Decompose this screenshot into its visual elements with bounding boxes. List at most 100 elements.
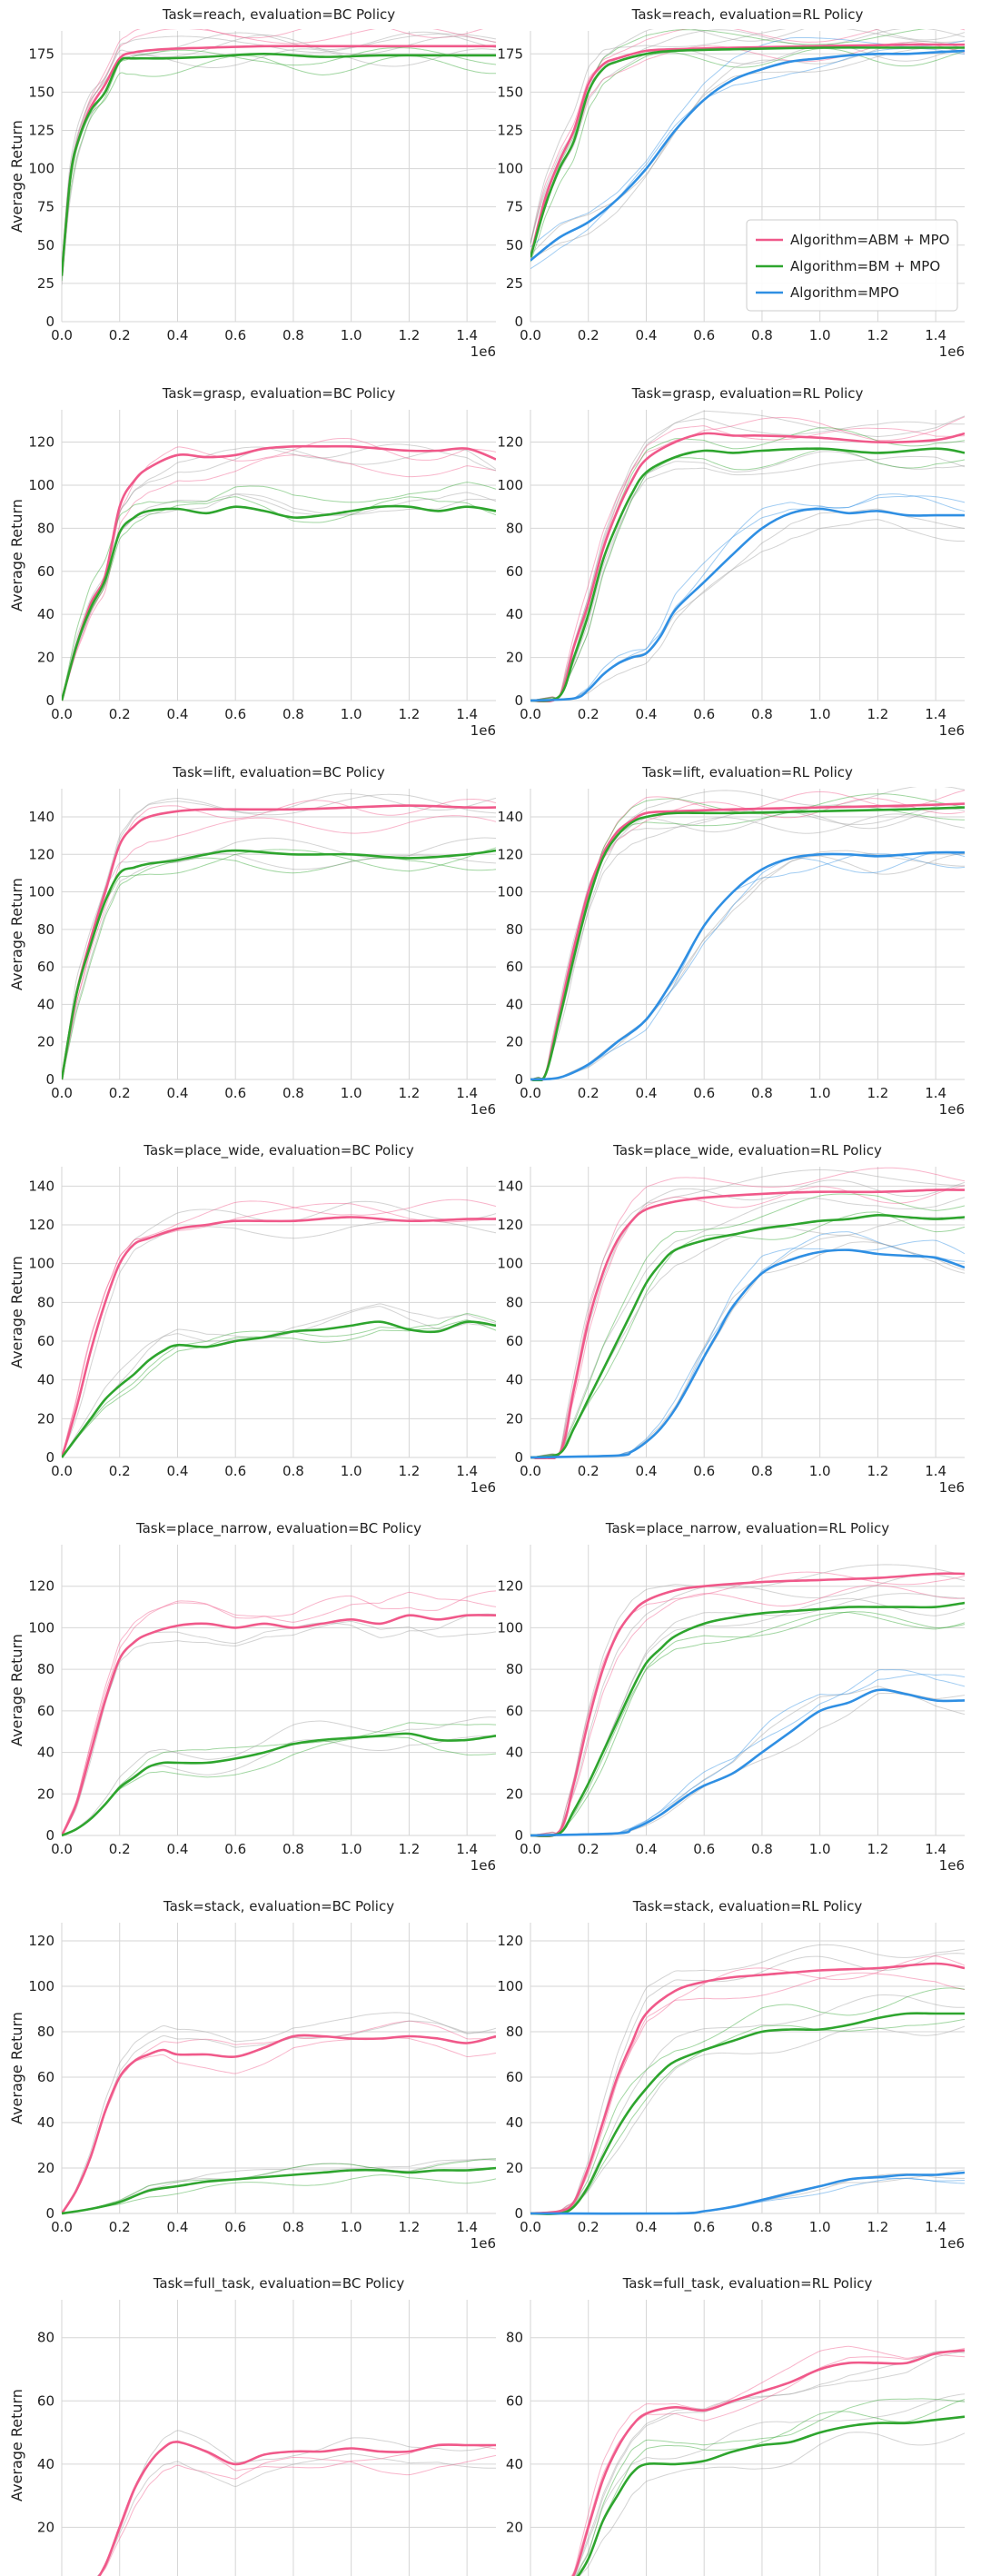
y-tick-label: 120 [28, 434, 54, 451]
series-line-abm-mpo [62, 1614, 496, 1836]
seed-trace-abm-mpo [97, 2454, 496, 2576]
x-tick-label: 1.0 [809, 1085, 831, 1101]
seed-trace-abm-mpo [62, 443, 496, 701]
seed-trace-bm-mpo [62, 1716, 496, 1836]
x-tick-label: 0.2 [578, 1463, 600, 1479]
y-tick-label: 150 [497, 84, 523, 100]
panel-1: 0.0 0.2 0.4 0.6 0.8 1.0 1.2 1.4 0 25 50 75 100 125 150… [8, 6, 496, 360]
x-tick-label: 0.4 [167, 706, 189, 722]
y-tick-label: 40 [37, 1745, 54, 1761]
plot-area [62, 1167, 496, 1457]
y-tick-label: 60 [37, 959, 54, 975]
x-tick-label: 0.8 [282, 706, 304, 722]
seed-trace-abm-mpo [530, 1585, 965, 1836]
x-offset-label: 1e6 [471, 1101, 496, 1118]
y-tick-label: 140 [28, 1178, 54, 1194]
y-tick-label: 60 [37, 2392, 54, 2409]
seed-trace-abm-mpo [530, 416, 965, 701]
series-line-abm-mpo [530, 1572, 965, 1837]
x-tick-label: 0.2 [109, 1085, 131, 1101]
x-offset-label: 1e6 [939, 722, 965, 739]
panel-10: 0.0 0.2 0.4 0.6 0.8 1.0 1.2 1.4 0 20 40 60 80 100 120 1… [497, 1520, 965, 1874]
panel-11: 0.0 0.2 0.4 0.6 0.8 1.0 1.2 1.4 0 20 40 60 80 100 120 1… [8, 1898, 496, 2252]
y-tick-label: 0 [45, 1071, 54, 1088]
seed-trace-abm-mpo [530, 1944, 965, 2214]
x-tick-label: 1.2 [867, 2219, 888, 2235]
x-tick-label: 1.2 [867, 1841, 888, 1857]
y-tick-label: 0 [514, 2205, 523, 2222]
x-tick-label: 0.2 [578, 2219, 600, 2235]
series-layer [570, 2345, 965, 2576]
y-tick-label: 100 [28, 1619, 54, 1636]
x-tick-label: 0.4 [636, 2219, 658, 2235]
plot-area [62, 789, 496, 1079]
x-tick-label: 0.8 [282, 2219, 304, 2235]
x-tick-label: 0.2 [578, 1085, 600, 1101]
x-tick-label: 1.0 [341, 1085, 362, 1101]
series-layer [530, 29, 965, 270]
panel-title: Task=full_task, evaluation=BC Policy [153, 2275, 405, 2293]
x-tick-label: 1.4 [456, 327, 478, 343]
seed-trace-bm-mpo [530, 29, 926, 255]
seed-trace-bm-mpo [530, 1193, 965, 1458]
series-line-bm-mpo [530, 806, 965, 1081]
x-tick-label: 0.8 [751, 2219, 773, 2235]
seed-trace-bm-mpo [530, 1611, 965, 1836]
seed-trace-bm-mpo [530, 1611, 965, 1836]
seed-trace-bm-mpo [579, 2432, 965, 2576]
plot-area [530, 1923, 965, 2213]
legend-box [746, 219, 958, 312]
x-tick-label: 0.2 [578, 1841, 600, 1857]
series-layer [530, 1944, 965, 2215]
x-tick-label: 0.0 [520, 706, 541, 722]
y-tick-label: 100 [28, 1978, 54, 1994]
x-tick-label: 1.4 [456, 706, 478, 722]
series-layer [62, 793, 496, 1080]
seed-trace-abm-mpo [530, 42, 965, 258]
legend-entry: Algorithm=ABM + MPO [790, 232, 949, 248]
x-tick-label: 0.8 [751, 1841, 773, 1857]
y-tick-label: 20 [37, 650, 54, 666]
legend: Algorithm=ABM + MPO Algorithm=BM + MPO Alg… [746, 219, 958, 312]
seed-trace-abm-mpo [571, 2353, 965, 2576]
panel-2: 0.0 0.2 0.4 0.6 0.8 1.0 1.2 1.4 0 25 50 75 100 125 150… [497, 6, 965, 360]
seed-trace-bm-mpo [530, 1994, 965, 2214]
series-line-bm-mpo [576, 2415, 965, 2576]
panel-title: Task=reach, evaluation=RL Policy [631, 6, 864, 23]
seed-trace-mpo [530, 493, 965, 701]
seed-trace-bm-mpo [62, 2158, 496, 2214]
y-tick-label: 80 [37, 2024, 54, 2040]
seed-trace-abm-mpo [530, 425, 965, 701]
series-line-bm-mpo [530, 46, 965, 258]
x-tick-label: 1.2 [398, 1841, 420, 1857]
panel-title: Task=place_narrow, evaluation=BC Policy [135, 1520, 421, 1537]
x-tick-label: 0.4 [636, 1085, 658, 1101]
series-line-abm-mpo [97, 2441, 496, 2576]
series-line-abm-mpo [62, 804, 496, 1080]
y-tick-label: 60 [506, 2392, 523, 2409]
legend-entry: Algorithm=BM + MPO [790, 258, 940, 274]
x-tick-label: 1.4 [925, 1841, 946, 1857]
panel-6: 0.0 0.2 0.4 0.6 0.8 1.0 1.2 1.4 0 20 40 60 80 100 120 1… [497, 764, 965, 1118]
series-layer [96, 2430, 496, 2576]
seed-trace-abm-mpo [62, 29, 484, 272]
x-tick-label: 1.4 [456, 1085, 478, 1101]
seed-trace-abm-mpo [574, 2351, 965, 2576]
x-tick-label: 0.4 [167, 1463, 189, 1479]
y-tick-label: 20 [506, 2519, 523, 2535]
panel-title: Task=reach, evaluation=BC Policy [162, 6, 395, 23]
x-tick-label: 1.2 [867, 706, 888, 722]
x-offset-label: 1e6 [471, 1857, 496, 1874]
y-tick-label: 120 [497, 1578, 523, 1595]
seed-trace-abm-mpo [62, 815, 496, 1080]
panel-title: Task=stack, evaluation=RL Policy [632, 1898, 863, 1915]
seed-trace-bm-mpo [62, 1722, 496, 1836]
seed-trace-bm-mpo [62, 33, 496, 274]
series-layer [62, 29, 496, 285]
x-tick-label: 0.8 [282, 1841, 304, 1857]
y-tick-label: 80 [506, 520, 523, 536]
y-axis-label: Average Return [8, 1256, 25, 1368]
y-tick-label: 75 [506, 199, 523, 215]
seed-trace-abm-mpo [573, 2351, 965, 2576]
x-offset-label: 1e6 [471, 2235, 496, 2252]
